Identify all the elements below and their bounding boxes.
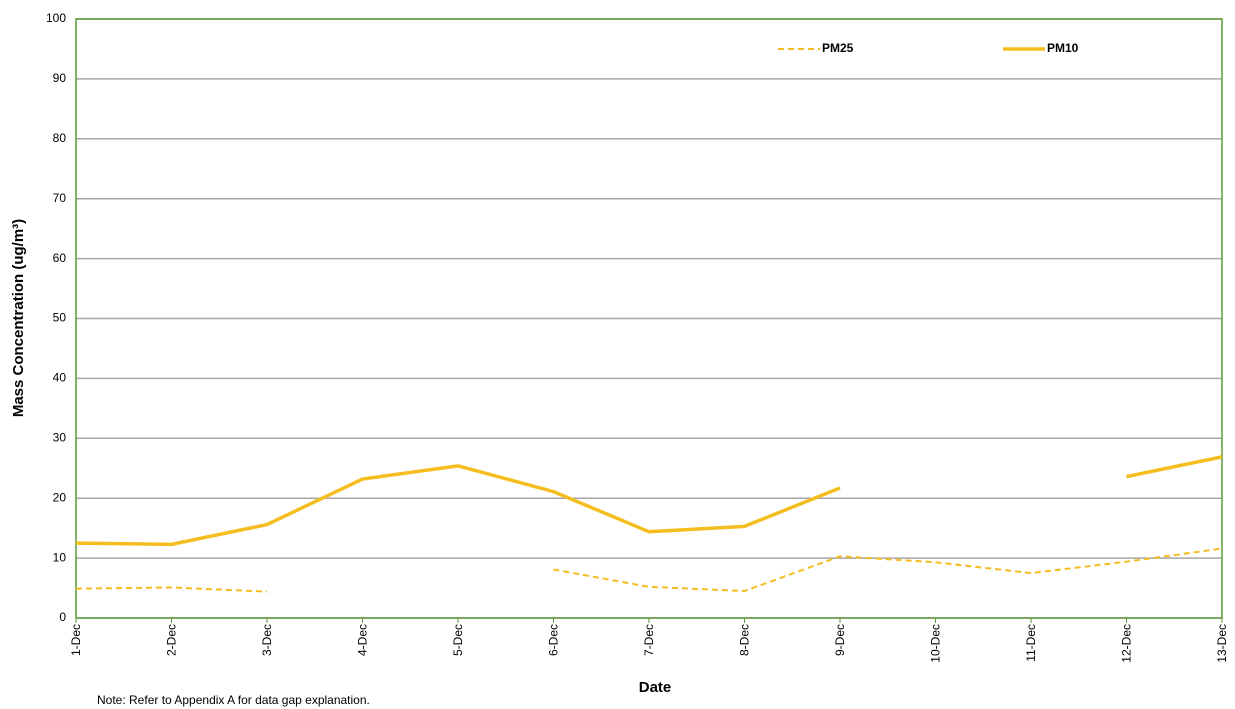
x-tick-label: 3-Dec <box>260 624 274 656</box>
x-tick-label: 8-Dec <box>738 624 752 656</box>
y-tick-label: 100 <box>46 11 66 25</box>
y-axis-title: Mass Concentration (ug/m³) <box>10 219 27 417</box>
x-axis-title: Date <box>639 679 672 696</box>
x-tick-label: 7-Dec <box>642 624 656 656</box>
x-tick-label: 4-Dec <box>356 624 370 656</box>
legend-label: PM25 <box>822 41 854 55</box>
y-tick-label: 50 <box>53 311 67 325</box>
y-tick-label: 30 <box>53 430 67 444</box>
y-tick-label: 60 <box>53 251 67 265</box>
y-tick-label: 70 <box>53 191 67 205</box>
y-tick-label: 10 <box>53 550 67 564</box>
legend-label: PM10 <box>1047 41 1079 55</box>
x-tick-label: 10-Dec <box>929 624 943 663</box>
y-tick-label: 0 <box>59 610 66 624</box>
y-tick-label: 90 <box>53 71 67 85</box>
x-tick-label: 13-Dec <box>1215 624 1229 663</box>
x-tick-label: 2-Dec <box>165 624 179 656</box>
x-tick-label: 11-Dec <box>1024 624 1038 662</box>
x-tick-label: 9-Dec <box>833 624 847 656</box>
x-tick-label: 1-Dec <box>69 624 83 656</box>
note: Note: Refer to Appendix A for data gap e… <box>97 693 370 707</box>
x-tick-label: 12-Dec <box>1120 624 1134 663</box>
x-tick-label: 6-Dec <box>547 624 561 656</box>
series-line <box>75 455 1223 547</box>
y-tick-label: 40 <box>53 371 67 385</box>
series-line <box>75 547 1223 593</box>
y-tick-label: 20 <box>53 490 67 504</box>
x-tick-label: 5-Dec <box>451 624 465 656</box>
y-tick-label: 80 <box>53 131 67 145</box>
